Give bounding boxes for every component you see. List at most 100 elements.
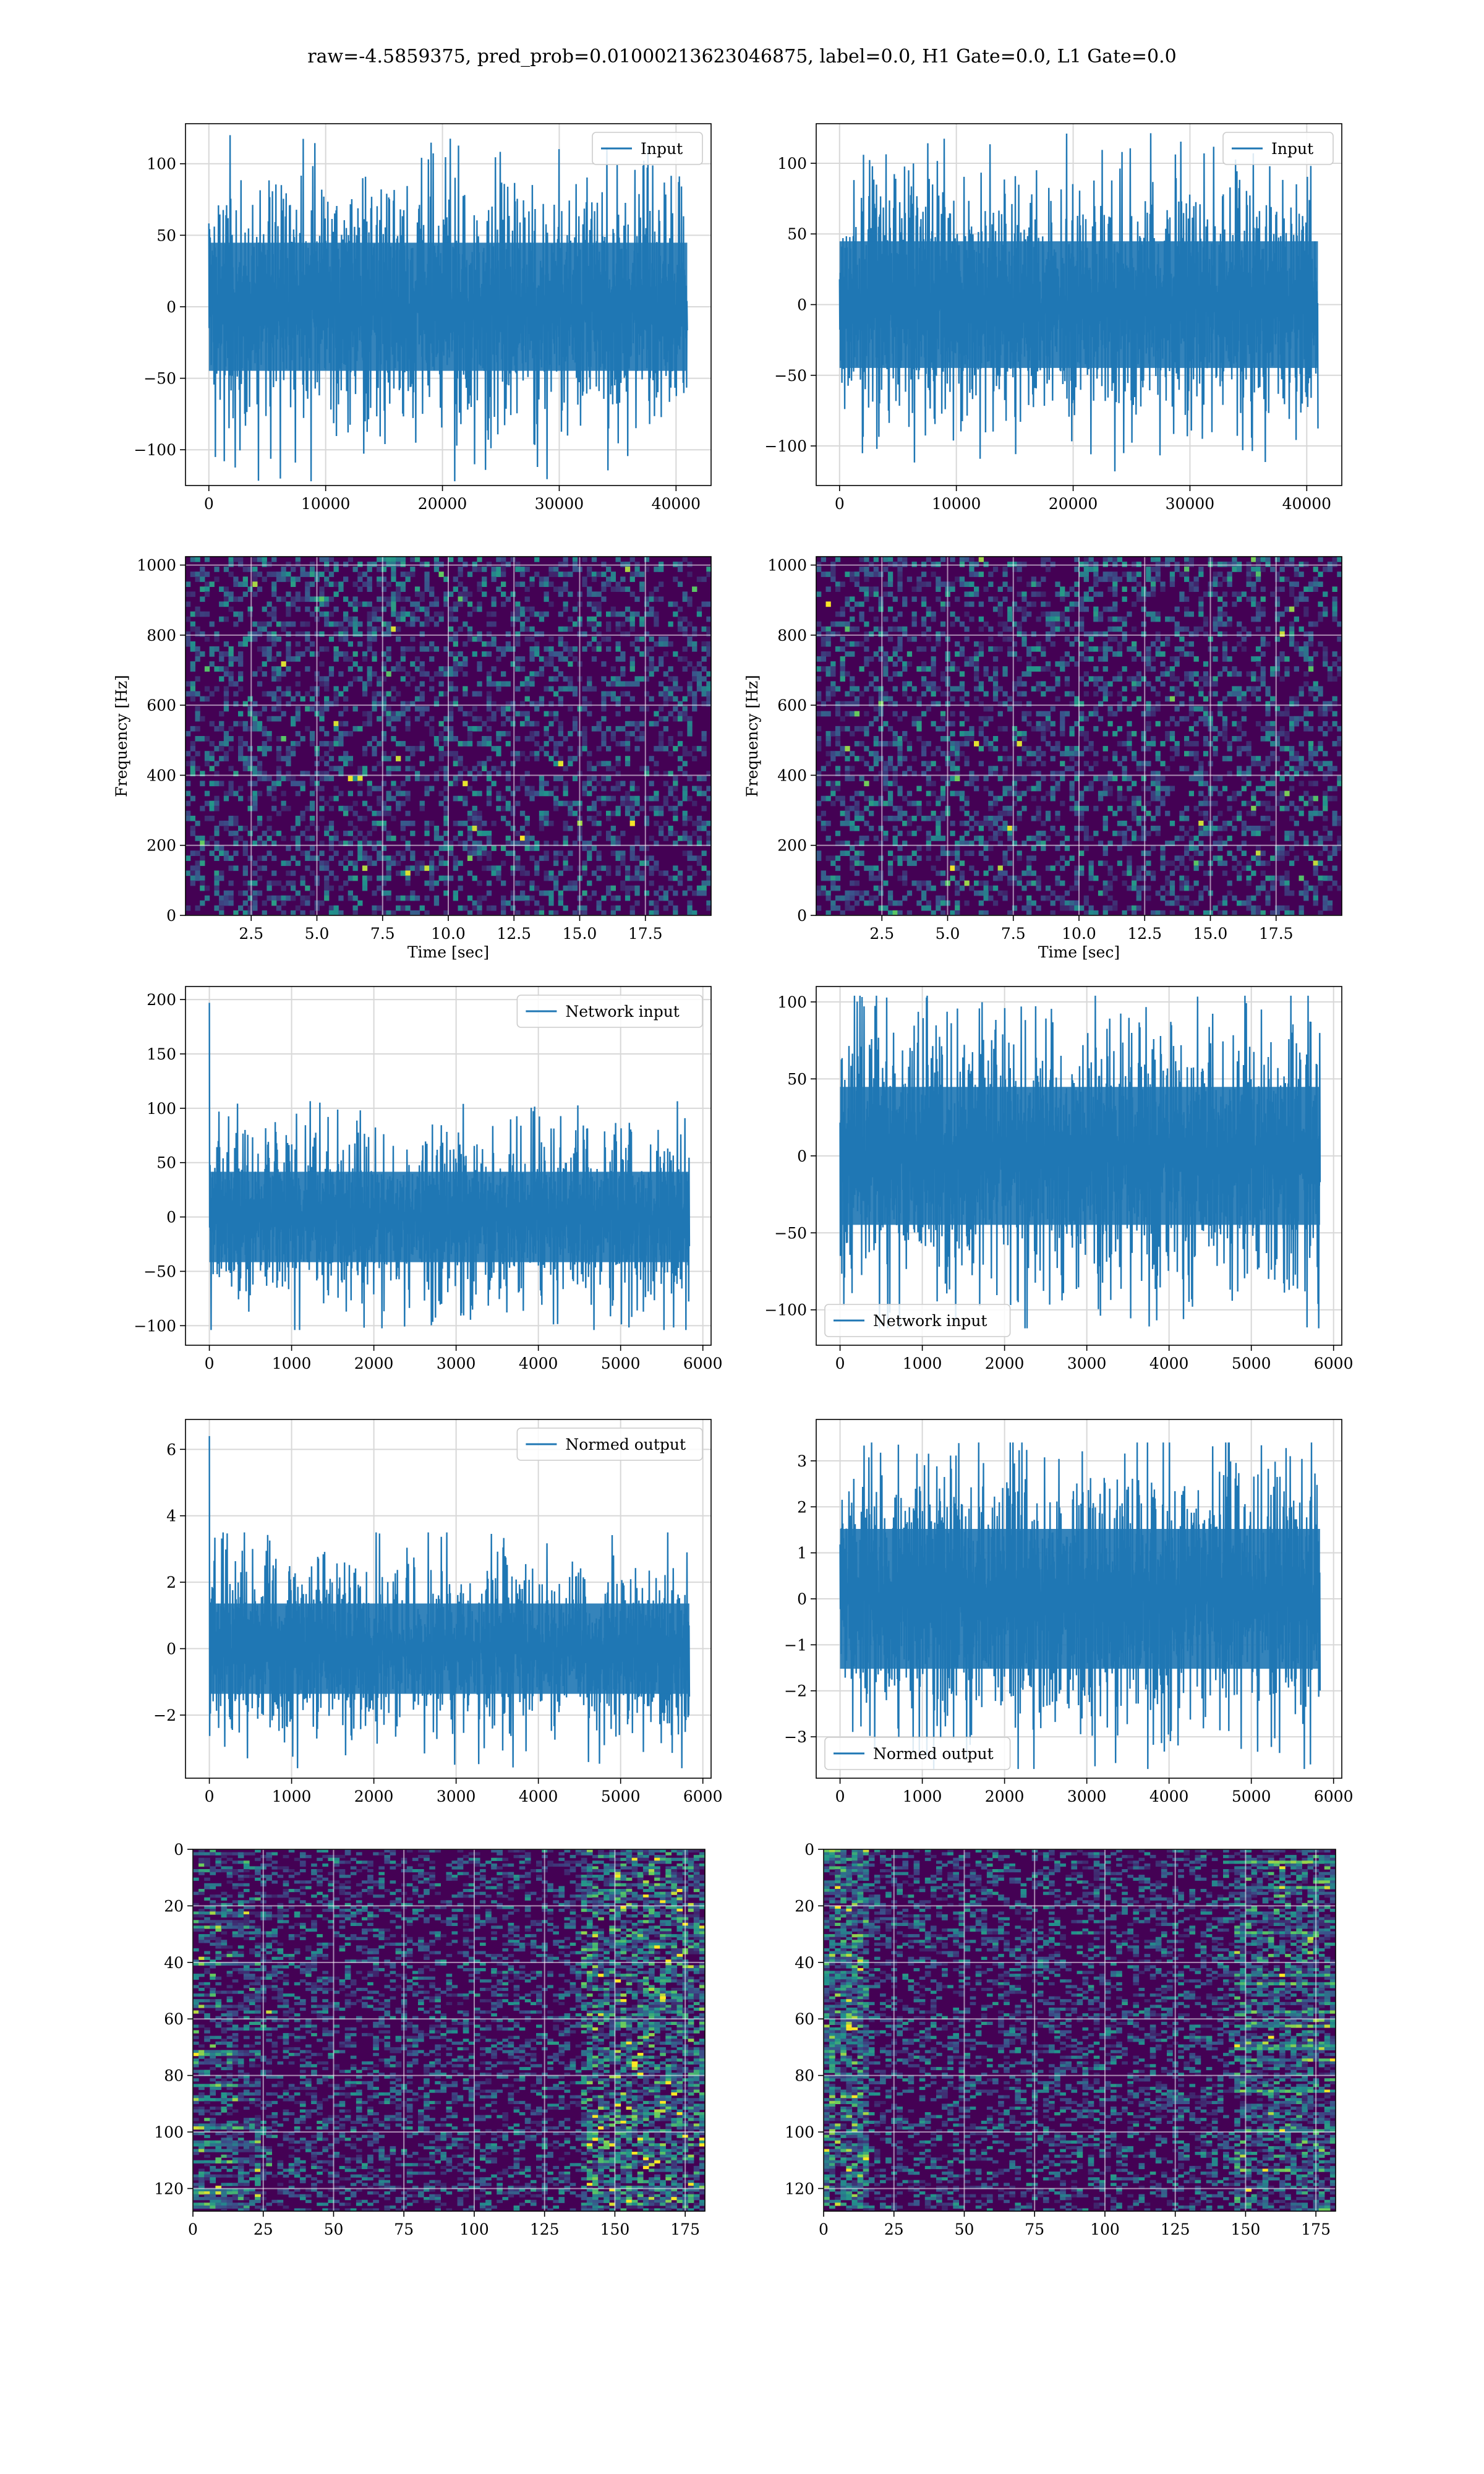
x-tick-label: 5.0 (936, 925, 960, 943)
x-tick-label: 150 (600, 2220, 630, 2238)
x-tick-label: 4000 (519, 1787, 558, 1805)
y-tick-label: 0 (797, 1590, 807, 1608)
x-tick-label: 0 (205, 1355, 215, 1372)
y-tick-label: 50 (787, 225, 807, 243)
legend-label: Input (1271, 140, 1313, 158)
y-tick-label: 50 (156, 226, 176, 244)
x-tick-label: 30000 (535, 495, 584, 513)
y-tick-label: 1 (797, 1544, 807, 1562)
x-tick-label: 5000 (601, 1355, 641, 1372)
y-tick-label: 200 (777, 837, 807, 855)
y-tick-label: −1 (784, 1636, 807, 1654)
y-tick-label: 100 (777, 155, 807, 173)
x-tick-label: 5.0 (305, 925, 330, 943)
y-tick-label: 20 (795, 1897, 814, 1915)
legend-label: Normed output (873, 1745, 994, 1763)
legend: Normed output (517, 1428, 702, 1460)
y-tick-label: −100 (764, 437, 807, 455)
y-tick-label: −2 (784, 1682, 807, 1700)
y-tick-label: 2 (166, 1573, 176, 1591)
y-tick-label: 800 (147, 627, 176, 644)
y-tick-label: 100 (147, 1100, 176, 1118)
x-tick-label: 0 (835, 1787, 845, 1805)
y-tick-label: 20 (164, 1897, 184, 1915)
y-tick-label: 0 (797, 1147, 807, 1165)
x-tick-label: 125 (1161, 2220, 1190, 2238)
x-tick-label: 3000 (1067, 1355, 1107, 1372)
x-tick-label: 12.5 (1127, 925, 1162, 943)
x-tick-label: 75 (1025, 2220, 1044, 2238)
y-tick-label: 40 (795, 1954, 814, 1972)
x-tick-label: 1000 (272, 1787, 312, 1805)
y-tick-label: 600 (147, 696, 176, 714)
x-tick-label: 6000 (1314, 1787, 1354, 1805)
x-tick-label: 10000 (932, 495, 981, 513)
x-axis-label: Time [sec] (407, 943, 489, 961)
axes-container: 0 10000 20000 30000 40000−100−50050100Input0… (113, 124, 1354, 2238)
x-tick-label: 6000 (683, 1355, 723, 1372)
legend: Network input (825, 1304, 1010, 1337)
y-tick-label: 100 (154, 2123, 184, 2141)
series-band (209, 242, 688, 370)
y-axis-label: Frequency [Hz] (113, 675, 130, 797)
y-tick-label: 1000 (137, 557, 176, 575)
legend-label: Normed output (565, 1436, 686, 1453)
legend-label: Network input (565, 1003, 679, 1021)
x-tick-label: 5000 (1232, 1355, 1271, 1372)
x-tick-label: 2000 (985, 1787, 1025, 1805)
y-tick-label: 0 (804, 1841, 814, 1859)
y-tick-label: −50 (774, 367, 807, 385)
x-tick-label: 10000 (301, 495, 351, 513)
heatmap-cells (193, 1849, 706, 2212)
y-tick-label: 0 (166, 907, 176, 925)
x-tick-label: 2.5 (869, 925, 894, 943)
legend-label: Network input (873, 1312, 987, 1330)
x-tick-label: 25 (254, 2220, 273, 2238)
y-tick-label: 80 (795, 2067, 814, 2085)
x-tick-label: 0 (835, 1355, 845, 1372)
y-tick-label: −50 (774, 1224, 807, 1242)
x-tick-label: 150 (1231, 2220, 1261, 2238)
x-tick-label: 2.5 (239, 925, 263, 943)
y-tick-label: 0 (797, 296, 807, 314)
figure-title: raw=-4.5859375, pred_prob=0.010002136230… (307, 46, 1176, 67)
x-tick-label: 1000 (903, 1787, 942, 1805)
x-tick-label: 12.5 (497, 925, 531, 943)
series-band (840, 1087, 1320, 1225)
x-tick-label: 3000 (437, 1787, 476, 1805)
x-tick-label: 6000 (683, 1787, 723, 1805)
y-tick-label: 100 (147, 155, 176, 173)
chart-r3c2: 0 1000 2000 3000 4000 5000 6000−100−50050100Ne… (764, 987, 1353, 1372)
series-band (840, 1529, 1320, 1669)
chart-r2c1: 2.5 5.0 7.5 10.0 12.5 15.0 17.5020040060080010… (113, 557, 712, 961)
x-tick-label: 50 (324, 2220, 344, 2238)
y-tick-label: −2 (153, 1706, 176, 1724)
y-axis-label: Frequency [Hz] (743, 675, 761, 797)
y-tick-label: 50 (156, 1154, 176, 1172)
x-tick-label: 7.5 (1001, 925, 1026, 943)
y-tick-label: 120 (154, 2180, 184, 2198)
x-tick-label: 17.5 (628, 925, 663, 943)
y-tick-label: 6 (166, 1440, 176, 1458)
y-tick-label: 60 (795, 2010, 814, 2028)
heatmap-cells (824, 1849, 1336, 2212)
y-tick-label: 3 (797, 1452, 807, 1470)
x-tick-label: 10.0 (1062, 925, 1096, 943)
x-tick-label: 1000 (272, 1355, 312, 1372)
y-tick-label: 40 (164, 1954, 184, 1972)
x-tick-label: 20000 (418, 495, 467, 513)
y-tick-label: 150 (147, 1045, 176, 1063)
y-tick-label: 2 (797, 1498, 807, 1516)
y-tick-label: 100 (777, 993, 807, 1011)
x-tick-label: 100 (459, 2220, 489, 2238)
y-tick-label: −3 (784, 1728, 807, 1746)
y-tick-label: −100 (764, 1301, 807, 1319)
y-tick-label: 0 (166, 1640, 176, 1658)
y-tick-label: 200 (147, 837, 176, 855)
x-tick-label: 15.0 (1193, 925, 1228, 943)
chart-r2c2: 2.5 5.0 7.5 10.0 12.5 15.0 17.5020040060080010… (743, 557, 1342, 961)
legend: Input (592, 132, 702, 165)
y-tick-label: 60 (164, 2010, 184, 2028)
